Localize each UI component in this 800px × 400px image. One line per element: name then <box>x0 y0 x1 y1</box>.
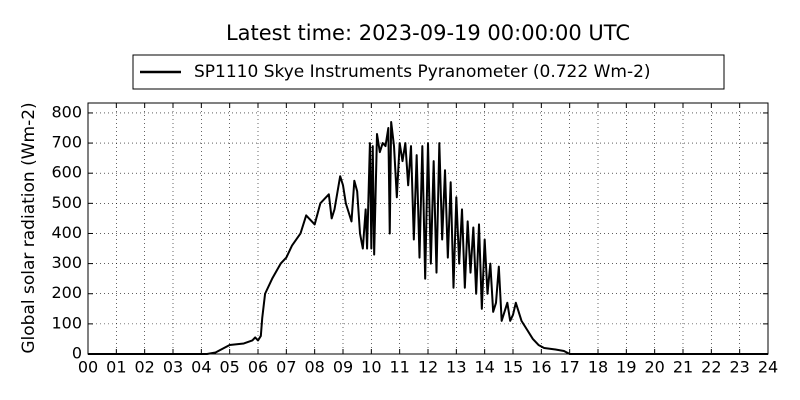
x-tick-label: 14 <box>474 358 494 377</box>
x-tick-label: 03 <box>163 358 183 377</box>
legend-box <box>132 54 725 90</box>
x-tick-label: 13 <box>446 358 466 377</box>
y-tick-label: 0 <box>72 344 82 363</box>
plot-frame <box>87 102 769 355</box>
x-tick-label: 23 <box>729 358 749 377</box>
y-tick-label: 100 <box>51 313 82 332</box>
x-tick-label: 12 <box>418 358 438 377</box>
x-tick-label: 20 <box>644 358 664 377</box>
data-line <box>88 120 768 355</box>
x-tick-label: 18 <box>588 358 608 377</box>
x-tick-label: 05 <box>219 358 239 377</box>
x-tick-label: 21 <box>673 358 693 377</box>
x-tick-label: 09 <box>333 358 353 377</box>
y-tick-label: 700 <box>51 133 82 152</box>
x-tick-label: 04 <box>191 358 211 377</box>
legend-label: SP1110 Skye Instruments Pyranometer (0.7… <box>194 62 651 82</box>
x-tick-label: 07 <box>276 358 296 377</box>
y-tick-label: 200 <box>51 283 82 302</box>
y-tick-label: 300 <box>51 253 82 272</box>
x-tick-label: 16 <box>531 358 551 377</box>
x-tick-label: 17 <box>559 358 579 377</box>
x-tick-label: 10 <box>361 358 381 377</box>
x-tick-label: 22 <box>701 358 721 377</box>
x-tick-label: 01 <box>106 358 126 377</box>
y-tick-label: 800 <box>51 102 82 121</box>
y-tick-label: 400 <box>51 223 82 242</box>
x-tick-label: 08 <box>304 358 324 377</box>
x-tick-label: 06 <box>248 358 268 377</box>
chart-title: Latest time: 2023-09-19 00:00:00 UTC <box>226 21 630 45</box>
x-tick-label: 02 <box>134 358 154 377</box>
y-tick-label: 600 <box>51 163 82 182</box>
x-tick-label: 15 <box>503 358 523 377</box>
x-tick-label: 00 <box>78 358 98 377</box>
x-tick-label: 11 <box>389 358 409 377</box>
x-tick-label: 24 <box>758 358 778 377</box>
y-tick-label: 500 <box>51 193 82 212</box>
x-tick-label: 19 <box>616 358 636 377</box>
y-axis-label: Global solar radiation (Wm-2) <box>19 102 39 353</box>
